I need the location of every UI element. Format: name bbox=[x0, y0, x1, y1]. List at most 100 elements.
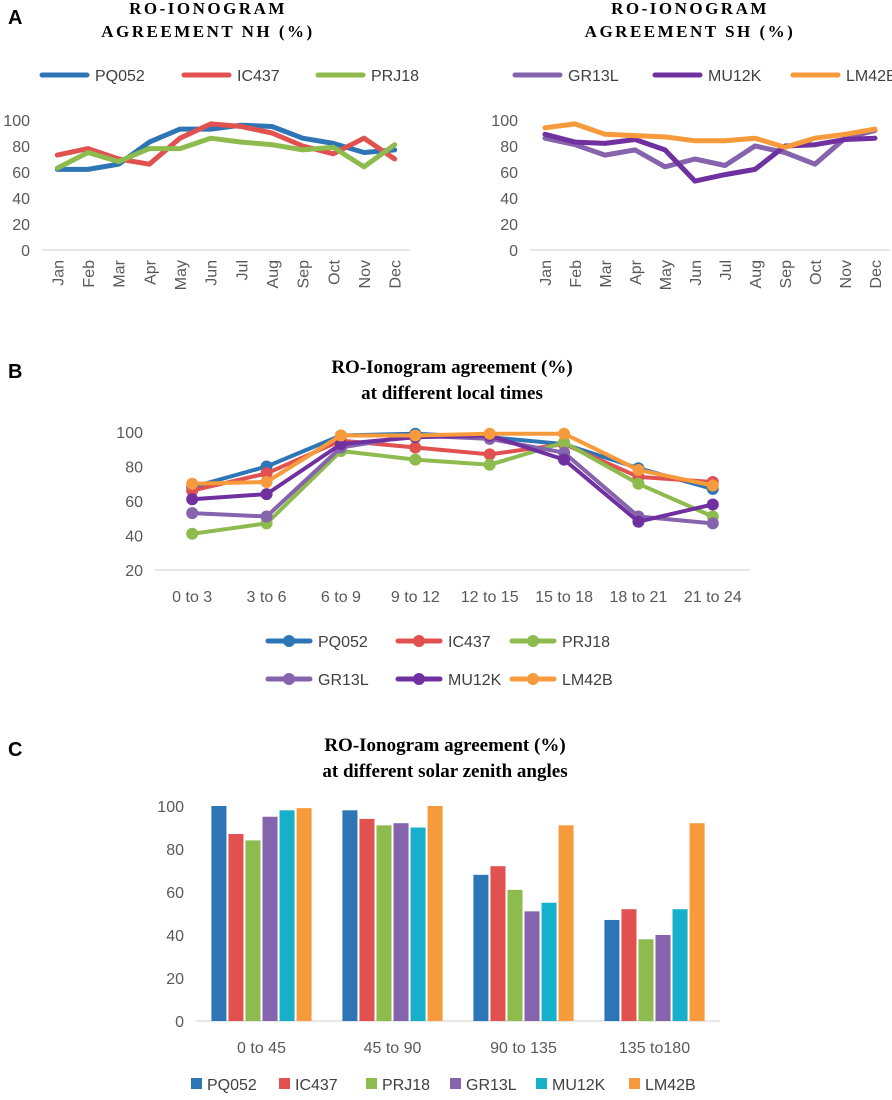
chart-a-sh-legend-label-mu12k: MU12K bbox=[708, 68, 762, 85]
chart-b-point-ic437-9-to-12 bbox=[409, 441, 422, 454]
chart-c-legend-label-prj18: PRJ18 bbox=[382, 1077, 430, 1094]
chart-a-sh-ytick-80: 80 bbox=[500, 139, 518, 156]
chart-a-sh-xtick-may: May bbox=[658, 260, 675, 290]
chart-a-sh-series-lm42b-line bbox=[542, 121, 878, 150]
chart-c-bar-gr13l-45-to-90 bbox=[393, 823, 409, 1021]
chart-a-sh-ytick-20: 20 bbox=[500, 217, 518, 234]
chart-b-point-lm42b-18-to-21 bbox=[632, 463, 645, 476]
chart-b-xtick-15-to-18: 15 to 18 bbox=[535, 589, 593, 606]
chart-a-nh-xtick-may: May bbox=[173, 260, 190, 290]
chart-b-series-prj18-line bbox=[190, 440, 715, 536]
chart-b-ytick-80: 80 bbox=[125, 460, 143, 477]
chart-b-ytick-60: 60 bbox=[125, 494, 143, 511]
chart-b-xtick-21-to-24: 21 to 24 bbox=[684, 589, 742, 606]
chart-b-xtick-6-to-9: 6 to 9 bbox=[321, 589, 361, 606]
chart-c-bar-pq052-90-to-135 bbox=[473, 874, 489, 1021]
chart-b-point-mu12k-3-to-6 bbox=[260, 488, 273, 501]
chart-a-sh-xtick-feb: Feb bbox=[568, 260, 585, 288]
chart-a-sh-title-line2: AGREEMENT SH (%) bbox=[585, 22, 796, 41]
chart-c-bar-lm42b-45-to-90 bbox=[427, 806, 443, 1021]
chart-c-bar-gr13l-135-to180 bbox=[655, 935, 671, 1021]
chart-c-bar-mu12k-45-to-90 bbox=[410, 827, 426, 1021]
chart-b-legend-label-ic437: IC437 bbox=[448, 634, 491, 651]
chart-c-title-line1: RO-Ionogram agreement (%) bbox=[324, 735, 565, 756]
chart-b-legend-marker-prj18 bbox=[527, 635, 539, 647]
chart-b-point-lm42b-3-to-6 bbox=[260, 476, 273, 489]
chart-a-nh-xtick-jun: Jun bbox=[204, 260, 221, 286]
chart-c-ytick-20: 20 bbox=[166, 971, 184, 988]
chart-c-bar-mu12k-90-to-135 bbox=[541, 902, 557, 1021]
chart-b-xtick-9-to-12: 9 to 12 bbox=[391, 589, 440, 606]
chart-c-legend-label-gr13l: GR13L bbox=[466, 1077, 517, 1094]
chart-c-bar-lm42b-0-to-45 bbox=[296, 808, 312, 1021]
chart-c-legend-swatch-mu12k bbox=[536, 1078, 547, 1089]
chart-a-sh-xtick-dec: Dec bbox=[868, 260, 885, 288]
chart-c-bar-ic437-135-to180 bbox=[621, 909, 637, 1021]
chart-b-point-lm42b-15-to-18 bbox=[558, 427, 571, 440]
panel-label-c: C bbox=[8, 739, 22, 761]
chart-a-sh-xtick-oct: Oct bbox=[808, 259, 825, 284]
chart-b-point-mu12k-15-to-18 bbox=[558, 453, 571, 466]
chart-c-bar-mu12k-135-to180 bbox=[672, 909, 688, 1021]
chart-a-sh-ytick-100: 100 bbox=[491, 113, 518, 130]
chart-c-legend-swatch-gr13l bbox=[450, 1078, 461, 1089]
chart-b-point-prj18-12-to-15 bbox=[483, 458, 496, 471]
chart-b-point-prj18-0-to-3 bbox=[186, 527, 199, 540]
chart-b-point-gr13l-0-to-3 bbox=[186, 507, 199, 520]
chart-a-sh-xtick-sep: Sep bbox=[778, 260, 795, 289]
chart-a-nh-series-prj18-line bbox=[54, 135, 398, 171]
chart-a-nh-title-line2: AGREEMENT NH (%) bbox=[101, 22, 314, 41]
chart-c-bar-prj18-135-to180 bbox=[638, 939, 654, 1021]
chart-a-sh-xtick-apr: Apr bbox=[628, 259, 645, 285]
chart-a-sh-xtick-jun: Jun bbox=[688, 260, 705, 286]
chart-c-legend-swatch-ic437 bbox=[279, 1078, 290, 1089]
chart-b-series-lm42b-line bbox=[190, 431, 715, 488]
chart-a-sh-series-gr13l-line bbox=[542, 127, 878, 170]
chart-b-ytick-40: 40 bbox=[125, 529, 143, 546]
chart-a-nh-xtick-jan: Jan bbox=[50, 260, 67, 286]
chart-a-nh-xtick-oct: Oct bbox=[326, 259, 343, 284]
chart-b-point-mu12k-18-to-21 bbox=[632, 515, 645, 528]
chart-c-xtick-0-to-45: 0 to 45 bbox=[237, 1040, 286, 1057]
chart-c-bar-ic437-45-to-90 bbox=[359, 818, 375, 1021]
chart-a-sh-legend-label-gr13l: GR13L bbox=[568, 68, 619, 85]
chart-b-point-lm42b-21-to-24 bbox=[706, 479, 719, 492]
chart-a-nh-xtick-apr: Apr bbox=[142, 259, 159, 285]
chart-b-legend-marker-pq052 bbox=[283, 635, 295, 647]
chart-c-bar-pq052-0-to-45 bbox=[211, 806, 227, 1021]
chart-c-bar-gr13l-0-to-45 bbox=[262, 816, 278, 1021]
chart-b-point-mu12k-0-to-3 bbox=[186, 493, 199, 506]
chart-c-legend-label-lm42b: LM42B bbox=[645, 1077, 696, 1094]
chart-b-series-ic437-line bbox=[190, 438, 715, 493]
chart-a-nh-xtick-sep: Sep bbox=[296, 260, 313, 289]
chart-b-legend-marker-gr13l bbox=[283, 673, 295, 685]
chart-b-legend-label-lm42b: LM42B bbox=[562, 672, 613, 689]
chart-b-xtick-12-to-15: 12 to 15 bbox=[461, 589, 519, 606]
chart-c-bar-prj18-0-to-45 bbox=[245, 840, 261, 1021]
chart-b-ytick-20: 20 bbox=[125, 563, 143, 580]
chart-c-bar-prj18-90-to-135 bbox=[507, 889, 523, 1021]
chart-a-sh-ytick-60: 60 bbox=[500, 165, 518, 182]
chart-a-nh-xtick-mar: Mar bbox=[112, 259, 129, 287]
chart-a-nh-ytick-40: 40 bbox=[12, 191, 30, 208]
chart-b-point-gr13l-3-to-6 bbox=[260, 510, 273, 523]
chart-b-point-gr13l-21-to-24 bbox=[706, 517, 719, 530]
panel-label-a: A bbox=[8, 7, 22, 29]
chart-c-title-line2: at different solar zenith angles bbox=[322, 761, 567, 782]
chart-c-bar-pq052-135-to180 bbox=[604, 919, 620, 1021]
chart-b-xtick-3-to-6: 3 to 6 bbox=[247, 589, 287, 606]
chart-b-point-prj18-18-to-21 bbox=[632, 477, 645, 490]
chart-c-bar-lm42b-135-to180 bbox=[689, 823, 705, 1021]
chart-c-bar-ic437-0-to-45 bbox=[228, 833, 244, 1021]
chart-b-title-line1: RO-Ionogram agreement (%) bbox=[331, 357, 572, 378]
chart-b-xtick-0-to-3: 0 to 3 bbox=[172, 589, 212, 606]
chart-c-bar-prj18-45-to-90 bbox=[376, 825, 392, 1021]
chart-a-nh-xtick-nov: Nov bbox=[357, 260, 374, 288]
chart-c-bar-lm42b-90-to-135 bbox=[558, 825, 574, 1021]
chart-b-point-prj18-15-to-18 bbox=[558, 436, 571, 449]
chart-a-nh-legend-label-ic437: IC437 bbox=[237, 68, 280, 85]
chart-b-legend-label-gr13l: GR13L bbox=[318, 672, 369, 689]
chart-a-nh-xtick-feb: Feb bbox=[81, 260, 98, 288]
chart-a-nh-legend-label-prj18: PRJ18 bbox=[371, 68, 419, 85]
